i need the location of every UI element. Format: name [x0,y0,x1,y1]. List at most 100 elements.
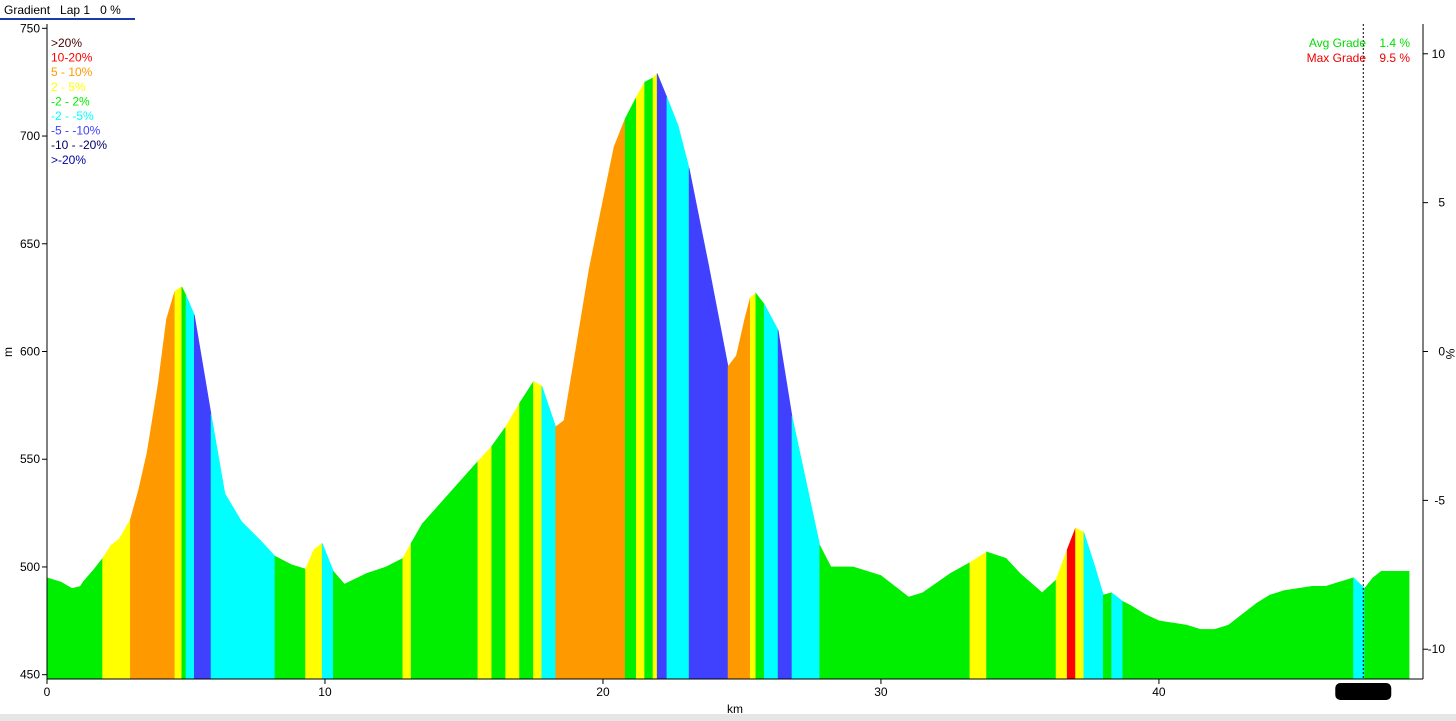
area-segment [1255,594,1271,680]
area-segment [1066,528,1076,680]
area-segment [241,520,262,680]
y-tick-label: 650 [20,237,40,251]
area-segment [102,544,112,680]
legend-entry: -2 - 2% [51,94,90,108]
y-tick-label: 500 [20,560,40,574]
area-segment [1122,600,1132,680]
area-segment [555,419,565,680]
area-segment [533,381,543,680]
y-tick-label: 700 [20,129,40,143]
x-tick-label: 10 [318,685,332,699]
area-segment [505,402,520,680]
area-segment [410,522,423,680]
area-segment [1083,532,1096,680]
area-segment [852,566,882,680]
y-tick-label: 600 [20,345,40,359]
x-tick-label: 20 [596,685,610,699]
y-axis-label: m [1,347,15,357]
area-segment [708,265,729,680]
area-segment [366,566,387,680]
area-segment [110,538,120,680]
area-segment [118,518,131,680]
legend-entry: >-20% [51,153,86,167]
area-segment [1111,592,1124,680]
area-segment [130,489,140,680]
area-segment [60,581,73,680]
area-segment [491,425,506,680]
area-segment [46,577,62,680]
area-segment [1094,566,1104,680]
cursor-badge [1335,683,1392,700]
legend-entry: >20% [51,36,82,50]
avg-grade-value: 1.4 % [1379,36,1410,50]
lap-label: Lap 1 [60,3,91,17]
area-segment [321,543,334,680]
area-segment [166,291,176,680]
x-ticks: 0 10 20 30 40 [44,679,1166,699]
area-segment [1311,586,1327,680]
area-segment [1389,570,1410,680]
area-segment [194,314,212,680]
area-segment [1297,586,1313,680]
area-segment [541,385,557,680]
area-segment [1372,570,1382,680]
area-segment [1325,581,1340,680]
area-segment [1075,527,1085,680]
area-segment [644,77,654,680]
area-segment [138,452,148,680]
bottom-scrollbar[interactable] [0,714,1456,721]
area-segment [313,542,323,680]
area-segment [1214,624,1229,680]
legend-entry: -10 - -20% [51,138,107,152]
legend-entry: 5 - 10% [51,65,93,79]
y2-tick-label: -5 [1434,493,1445,507]
y2-tick-label: 10 [1432,47,1446,61]
y2-tick-label: 0 [1438,345,1445,359]
area-segment [736,319,746,680]
area-segment [563,353,576,680]
metric-value: 0 % [100,3,121,17]
stats-panel: Avg Grade 1.4 % Max Grade 9.5 % [1307,36,1411,65]
max-grade-label: Max Grade [1307,51,1367,65]
area-segment [82,568,95,680]
area-segment [805,480,821,680]
area-segment [1228,613,1243,680]
y-tick-label: 550 [20,452,40,466]
legend-entry: 10-20% [51,51,93,65]
y-tick-label: 750 [20,21,40,35]
area-segment [260,540,276,680]
area-segment [652,72,658,680]
avg-grade-label: Avg Grade [1309,36,1366,50]
x-axis-label: km [727,702,743,716]
area-segment [1269,590,1285,680]
legend: >20%10-20%5 - 10%2 - 5%-2 - 2%-2 - -5%-5… [51,36,107,167]
area-segment [344,572,367,680]
metric-tab[interactable]: Gradient Lap 1 0 % [0,0,135,20]
area-segment [181,286,187,680]
y2-axis-label: % [1443,349,1456,360]
y2-ticks: -10 -5 0 5 10 [1423,47,1445,656]
x-tick-label: 40 [1152,685,1166,699]
area-segment [1005,557,1021,680]
area-segment [791,416,807,680]
area-segment [624,97,637,680]
area-segment [880,574,910,680]
area-segment [830,566,854,680]
area-segment [656,73,668,680]
metric-title: Gradient [4,3,51,17]
area-segment [666,97,679,680]
area-segment [385,557,404,680]
area-segment [274,555,292,680]
area-segment [613,118,626,680]
area-segment [402,543,412,680]
area-segment [1103,592,1112,680]
y2-tick-label: 5 [1438,196,1445,210]
area-segment [1381,570,1390,680]
area-segment [755,292,765,680]
area-segment [1339,577,1354,680]
area-segment [477,445,493,680]
area-segment [291,564,306,680]
area-segment [224,492,242,680]
area-segment [1186,624,1201,680]
